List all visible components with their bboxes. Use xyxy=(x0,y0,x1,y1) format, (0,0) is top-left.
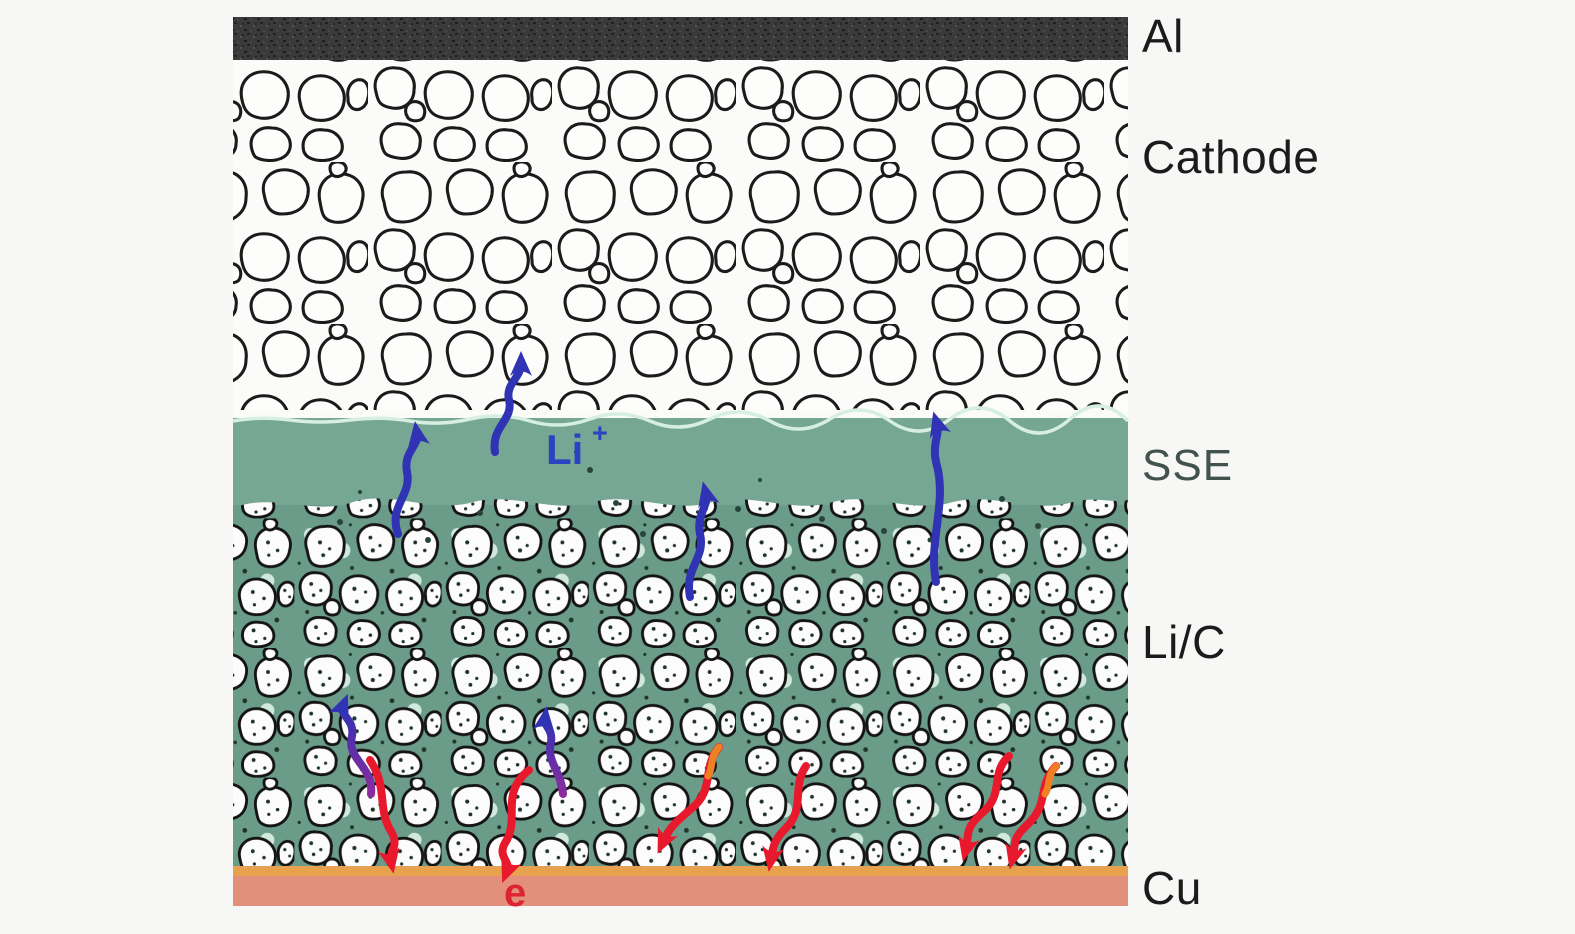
li-ion-arrows xyxy=(391,351,951,601)
li-ion-arrow xyxy=(929,411,951,586)
al-label: Al xyxy=(1142,10,1184,62)
electron-arrow xyxy=(498,766,533,884)
electron-label: e xyxy=(504,871,526,915)
sse-label: SSE xyxy=(1142,441,1233,490)
cu-edge-line xyxy=(233,866,1128,876)
li-ion-arrow xyxy=(391,421,430,538)
sse-top-highlight xyxy=(232,404,1130,435)
li-ion-charge: + xyxy=(592,418,608,448)
cu-layer xyxy=(233,876,1128,906)
al-noise-texture xyxy=(233,17,1128,60)
li-ion-arrows-near-cu xyxy=(328,693,567,798)
li-ion-arrow xyxy=(684,481,720,601)
electron-accent xyxy=(704,743,723,780)
li-ion-arrow xyxy=(328,693,376,798)
li-ion-arrow xyxy=(532,706,567,798)
sse-speckles xyxy=(337,450,1041,543)
electron-accent xyxy=(1041,762,1060,798)
electron-arrow xyxy=(366,756,400,874)
li-ion-label: Li xyxy=(546,426,583,473)
lic-particles-texture xyxy=(233,498,1128,868)
cu-label: Cu xyxy=(1142,862,1202,914)
li-ion-arrow xyxy=(490,351,532,456)
cathode-label: Cathode xyxy=(1142,131,1319,183)
cathode-particles-texture xyxy=(233,58,1128,410)
electron-arrow xyxy=(762,762,810,872)
lic-label: Li/C xyxy=(1142,616,1226,668)
sse-layer xyxy=(233,418,1128,510)
electron-arrow xyxy=(958,752,1013,862)
electron-arrow-accents xyxy=(704,743,1060,798)
